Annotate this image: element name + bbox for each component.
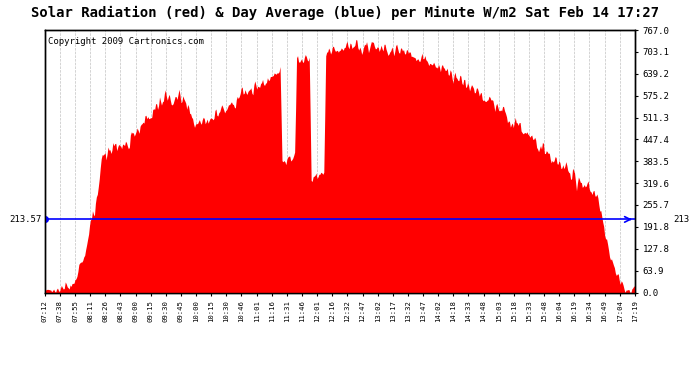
- Text: Copyright 2009 Cartronics.com: Copyright 2009 Cartronics.com: [48, 37, 204, 46]
- Text: 213.57: 213.57: [673, 215, 690, 224]
- Text: 213.57: 213.57: [10, 215, 42, 224]
- Text: Solar Radiation (red) & Day Average (blue) per Minute W/m2 Sat Feb 14 17:27: Solar Radiation (red) & Day Average (blu…: [31, 6, 659, 20]
